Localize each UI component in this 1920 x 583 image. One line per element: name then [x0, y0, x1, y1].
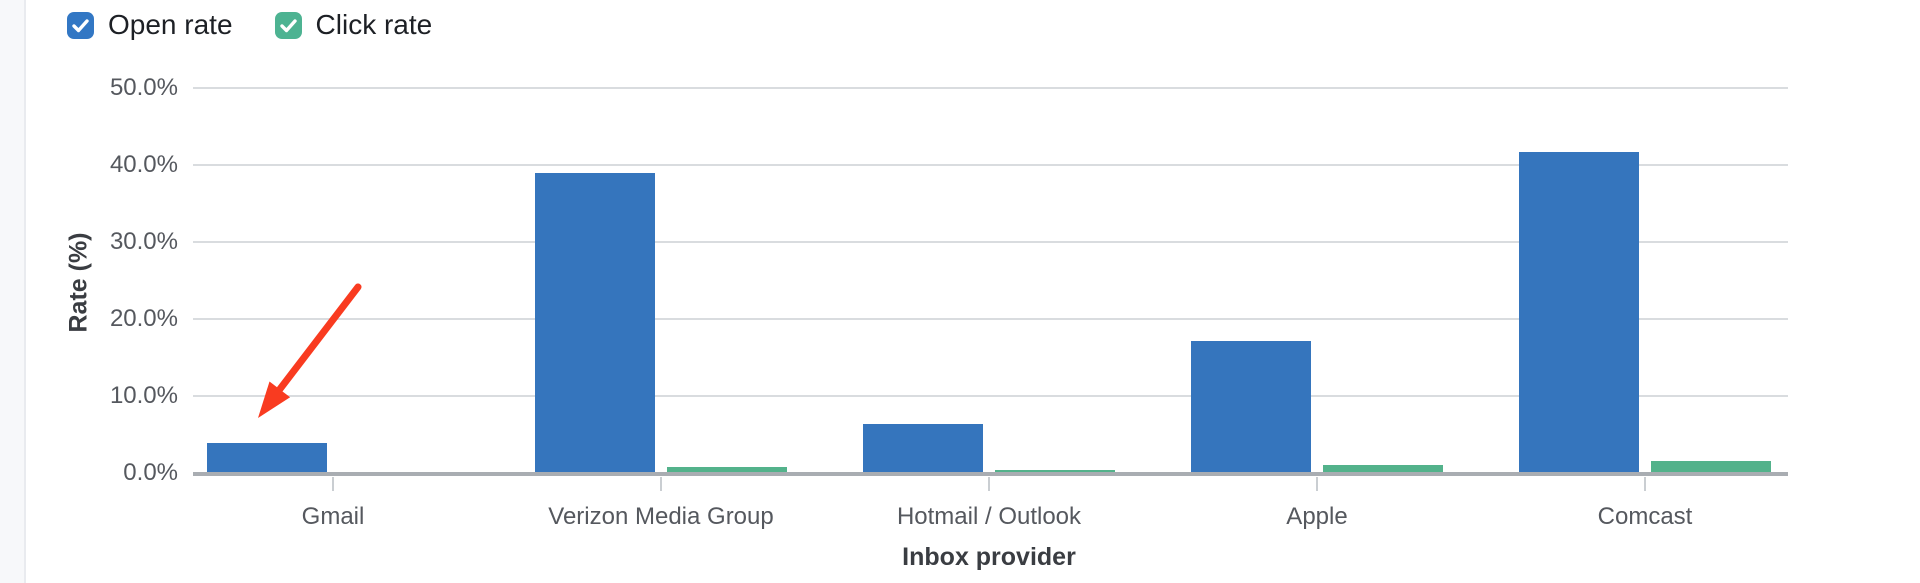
chart-legend: Open rate Click rate — [67, 11, 432, 39]
bar-open-rate-apple[interactable] — [1191, 341, 1311, 473]
bar-click-rate-apple[interactable] — [1323, 465, 1443, 473]
y-tick-label-10-0: 10.0% — [109, 382, 178, 409]
x-axis-line — [193, 472, 1788, 476]
gridline-40-0 — [193, 164, 1788, 166]
y-tick-label-50-0: 50.0% — [109, 74, 178, 101]
x-axis-title: Inbox provider — [902, 543, 1076, 571]
x-tick-gmail — [332, 477, 334, 491]
y-tick-label-40-0: 40.0% — [109, 151, 178, 178]
open-rate-checkbox-icon — [67, 11, 94, 39]
y-tick-label-0-0: 0.0% — [123, 459, 178, 486]
y-axis-title: Rate (%) — [64, 232, 93, 333]
gridline-50-0 — [193, 87, 1788, 89]
legend-label-open-rate: Open rate — [108, 9, 233, 40]
x-tick-hotmail-outlook — [988, 477, 990, 491]
x-category-label-verizon-media-group: Verizon Media Group — [548, 503, 774, 530]
x-category-label-gmail: Gmail — [301, 503, 365, 530]
bar-click-rate-hotmail-outlook[interactable] — [995, 470, 1115, 473]
x-category-label-comcast: Comcast — [1597, 503, 1693, 530]
y-tick-label-30-0: 30.0% — [109, 228, 178, 255]
x-category-label-hotmail-outlook: Hotmail / Outlook — [896, 503, 1082, 530]
x-tick-apple — [1316, 477, 1318, 491]
gridline-30-0 — [193, 241, 1788, 243]
bar-click-rate-verizon-media-group[interactable] — [667, 467, 787, 473]
x-tick-verizon-media-group — [660, 477, 662, 491]
gridline-20-0 — [193, 318, 1788, 320]
legend-item-open-rate[interactable]: Open rate — [67, 11, 233, 39]
arrow-shaft — [276, 283, 362, 393]
x-tick-comcast — [1644, 477, 1646, 491]
bar-click-rate-comcast[interactable] — [1651, 461, 1771, 473]
y-tick-label-20-0: 20.0% — [109, 305, 178, 332]
x-category-label-apple: Apple — [1286, 503, 1348, 530]
legend-label-click-rate: Click rate — [315, 9, 433, 40]
bar-open-rate-gmail[interactable] — [207, 443, 327, 473]
bar-open-rate-verizon-media-group[interactable] — [535, 173, 655, 473]
legend-item-click-rate[interactable]: Click rate — [274, 9, 433, 40]
page-background-strip — [0, 0, 26, 583]
annotation-arrow — [258, 283, 362, 418]
bar-open-rate-comcast[interactable] — [1519, 152, 1639, 473]
click-rate-checkbox-icon — [274, 11, 302, 39]
arrow-head — [258, 381, 291, 418]
gridline-10-0 — [193, 395, 1788, 397]
bar-open-rate-hotmail-outlook[interactable] — [863, 424, 983, 473]
